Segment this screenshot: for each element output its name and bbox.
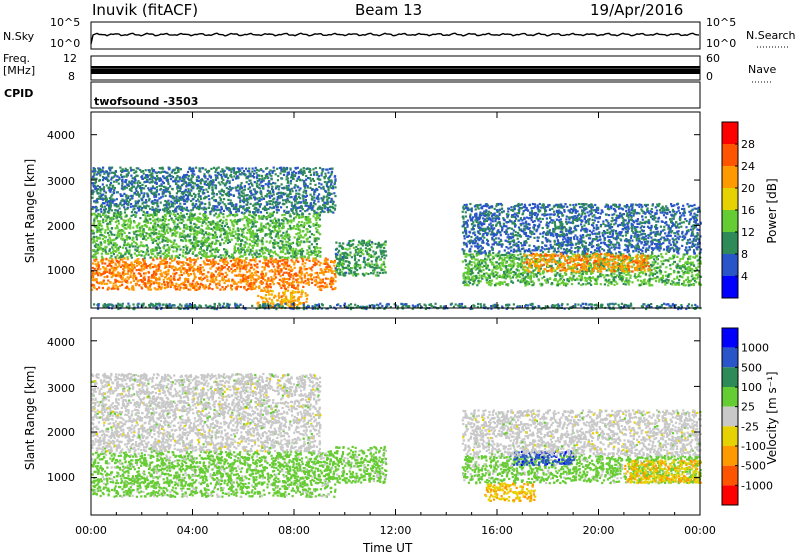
velocity-colorbar-seg-7 (722, 466, 738, 486)
velocity-colorbar-tick-6: -500 (741, 460, 766, 473)
power-colorbar-seg-2 (722, 166, 738, 188)
power-colorbar-seg-5 (722, 232, 738, 254)
cpid-strip-frame (91, 82, 700, 108)
power-region-2 (91, 167, 336, 215)
power-colorbar-seg-4 (722, 210, 738, 232)
velocity-colorbar-seg-8 (722, 485, 738, 505)
power-region-4 (335, 239, 388, 277)
xtick-label-3: 12:00 (380, 524, 412, 537)
velocity-region-6 (462, 409, 702, 457)
velocity-colorbar-tick-2: 100 (741, 381, 762, 394)
power-region-6 (462, 203, 703, 255)
power-colorbar-tick-3: 16 (741, 204, 755, 217)
velocity-colorbar-tick-5: -100 (741, 440, 766, 453)
power-colorbar-seg-0 (722, 122, 738, 144)
power-colorbar-tick-0: 28 (741, 138, 755, 151)
velocity-region-1 (91, 373, 321, 453)
velocity-colorbar-seg-0 (722, 328, 738, 348)
xtick-label-1: 04:00 (177, 524, 209, 537)
xtick-label-5: 20:00 (583, 524, 615, 537)
freq-band-texture (91, 68, 700, 69)
power-colorbar-seg-3 (722, 188, 738, 210)
power-colorbar-tick-6: 4 (741, 270, 748, 283)
velocity-region-2 (335, 446, 388, 484)
velocity-region-7 (484, 482, 536, 502)
velocity-colorbar-seg-6 (722, 446, 738, 466)
power-colorbar-tick-1: 24 (741, 160, 755, 173)
velocity-colorbar-seg-2 (722, 367, 738, 387)
velocity-colorbar-seg-1 (722, 348, 738, 368)
power-colorbar-seg-6 (722, 254, 738, 276)
xtick-label-0: 00:00 (75, 524, 107, 537)
velocity-colorbar-seg-3 (722, 387, 738, 407)
power-region-0 (91, 257, 337, 291)
power-region-1 (91, 212, 321, 260)
power-colorbar-tick-5: 8 (741, 248, 748, 261)
velocity-colorbar-tick-3: 25 (741, 401, 755, 414)
xtick-label-4: 16:00 (481, 524, 513, 537)
power-region-8 (93, 303, 702, 311)
power-colorbar-seg-1 (722, 144, 738, 166)
power-colorbar-tick-2: 20 (741, 182, 755, 195)
freq-band (91, 66, 700, 74)
power-region-5 (462, 253, 702, 287)
velocity-colorbar-seg-5 (722, 426, 738, 446)
velocity-colorbar-tick-1: 500 (741, 361, 762, 374)
power-colorbar-tick-4: 12 (741, 226, 755, 239)
xtick-label-6: 00:00 (684, 524, 716, 537)
xtick-label-2: 08:00 (278, 524, 310, 537)
power-colorbar-seg-7 (722, 276, 738, 298)
velocity-region-0 (91, 450, 337, 498)
velocity-colorbar-tick-4: -25 (741, 420, 759, 433)
velocity-colorbar-tick-0: 1000 (741, 342, 769, 355)
nsky-trace (91, 33, 699, 44)
velocity-colorbar-tick-7: -1000 (741, 479, 773, 492)
velocity-colorbar-seg-4 (722, 407, 738, 427)
